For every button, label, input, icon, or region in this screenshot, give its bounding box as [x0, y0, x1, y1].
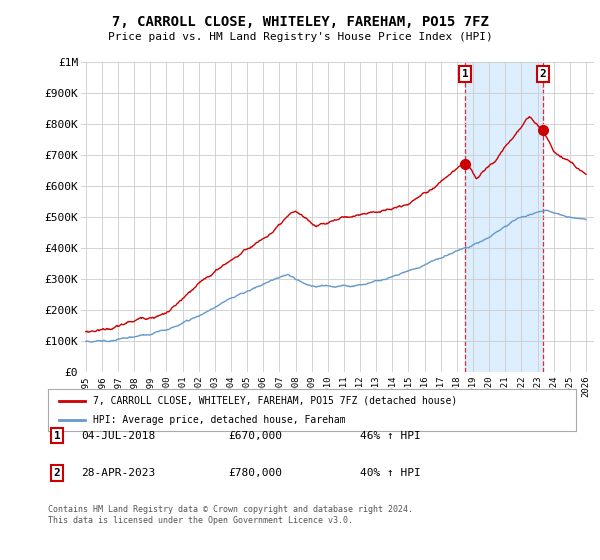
Text: 2: 2 [539, 69, 546, 79]
Text: Price paid vs. HM Land Registry's House Price Index (HPI): Price paid vs. HM Land Registry's House … [107, 32, 493, 43]
Text: 28-APR-2023: 28-APR-2023 [81, 468, 155, 478]
Text: £670,000: £670,000 [228, 431, 282, 441]
Text: 7, CARROLL CLOSE, WHITELEY, FAREHAM, PO15 7FZ (detached house): 7, CARROLL CLOSE, WHITELEY, FAREHAM, PO1… [93, 395, 457, 405]
Text: £780,000: £780,000 [228, 468, 282, 478]
Bar [465, 62, 542, 372]
Text: 2: 2 [53, 468, 61, 478]
Text: 1: 1 [53, 431, 61, 441]
Text: Contains HM Land Registry data © Crown copyright and database right 2024.
This d: Contains HM Land Registry data © Crown c… [48, 505, 413, 525]
Text: 7, CARROLL CLOSE, WHITELEY, FAREHAM, PO15 7FZ: 7, CARROLL CLOSE, WHITELEY, FAREHAM, PO1… [112, 15, 488, 29]
Text: 1: 1 [462, 69, 469, 79]
Text: 40% ↑ HPI: 40% ↑ HPI [360, 468, 421, 478]
Text: HPI: Average price, detached house, Fareham: HPI: Average price, detached house, Fare… [93, 415, 346, 425]
Text: 46% ↑ HPI: 46% ↑ HPI [360, 431, 421, 441]
Text: 04-JUL-2018: 04-JUL-2018 [81, 431, 155, 441]
